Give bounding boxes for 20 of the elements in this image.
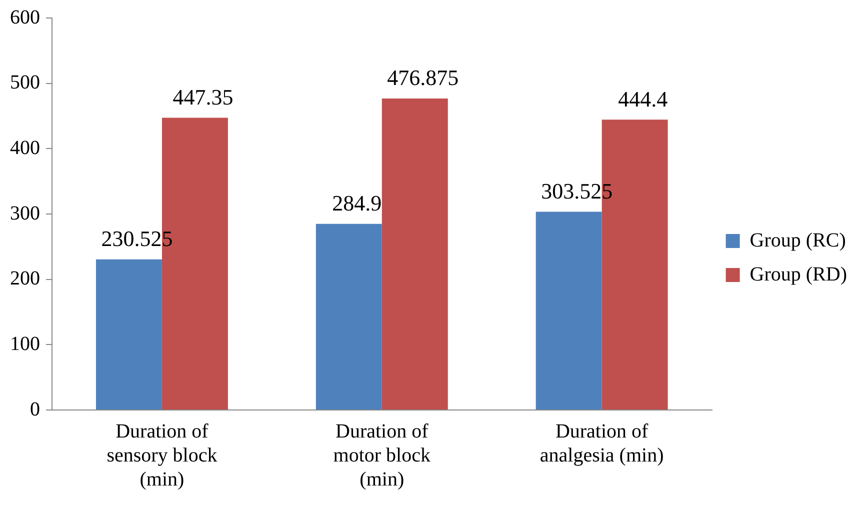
y-tick-label: 100 (10, 332, 40, 355)
y-tick-label: 200 (10, 268, 40, 290)
data-label: 447.35 (172, 84, 234, 110)
y-tick-label: 500 (10, 72, 40, 94)
bar (316, 224, 382, 410)
x-tick-label: Duration of analgesia (min) (540, 420, 664, 466)
y-tick-label: 600 (10, 6, 40, 28)
x-tick-label: Duration of motor block (min) (333, 420, 431, 490)
data-label: 284.9 (332, 190, 382, 216)
x-tick-label: Duration of sensory block (min) (106, 420, 218, 490)
data-label: 444.4 (618, 86, 668, 112)
y-tick-label: 400 (10, 136, 40, 159)
legend-label: Group (RD) (750, 263, 848, 286)
bar (382, 98, 448, 410)
bar (536, 212, 602, 410)
legend-label: Group (RC) (750, 229, 846, 252)
y-tick-label: 300 (10, 202, 40, 224)
bar (96, 259, 162, 410)
y-tick-label: 0 (30, 398, 40, 420)
data-label: 476.875 (387, 65, 459, 90)
